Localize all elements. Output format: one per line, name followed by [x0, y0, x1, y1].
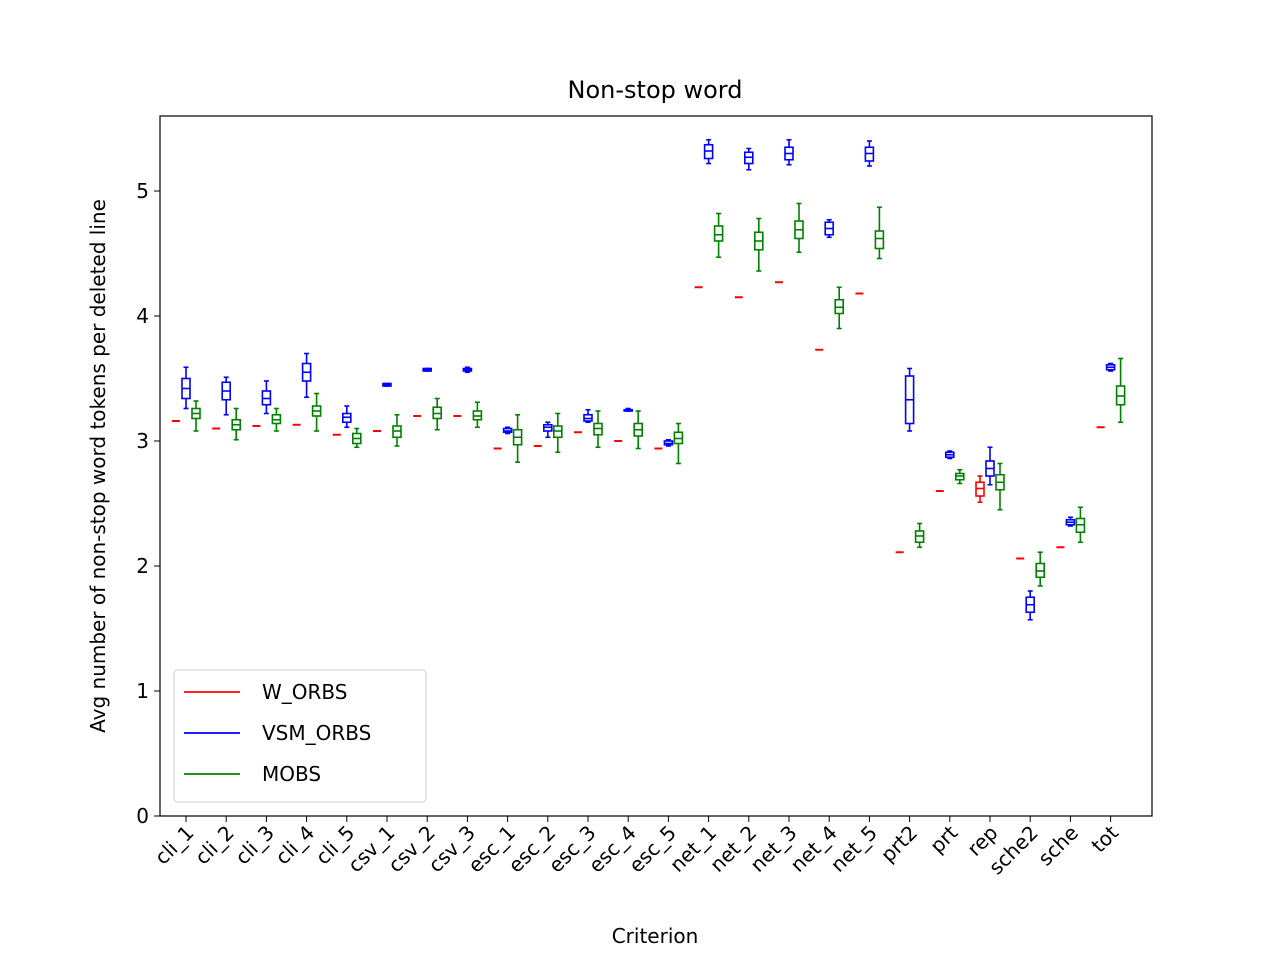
box-VSM_ORBS-sche2 [1025, 590, 1035, 621]
box-VSM_ORBS-csv_1 [382, 382, 392, 387]
y-axis-label: Avg number of non-stop word tokens per d… [86, 199, 110, 733]
box-MOBS-cli_3 [271, 407, 282, 432]
box-MOBS-cli_5 [351, 427, 362, 449]
box-MOBS-sche [1075, 506, 1086, 544]
box-MOBS-cli_1 [191, 400, 201, 432]
box-VSM_ORBS-prt2 [904, 367, 915, 432]
legend-label: W_ORBS [262, 680, 347, 704]
box-body [874, 230, 885, 250]
y-tick-label: 5 [136, 179, 149, 203]
box-VSM_ORBS-cli_3 [261, 380, 272, 415]
box-MOBS-esc_1 [512, 413, 523, 464]
box-MOBS-prt2 [914, 522, 925, 549]
box-MOBS-net_2 [753, 217, 764, 272]
box-VSM_ORBS-net_1 [703, 138, 714, 165]
box-MOBS-net_1 [713, 212, 724, 259]
y-ticks: 0 1 2 3 4 5 [136, 179, 160, 828]
box-MOBS-csv_1 [392, 413, 402, 447]
x-tick-label: cli_2 [190, 821, 239, 870]
box-VSM_ORBS-tot [1105, 362, 1116, 372]
y-tick-label: 1 [136, 679, 149, 703]
box-VSM_ORBS-cli_4 [301, 352, 312, 399]
box-MOBS-cli_4 [311, 392, 322, 432]
box-MOBS-esc_4 [633, 410, 644, 450]
box-MOBS-rep [995, 462, 1005, 511]
box-MOBS-csv_2 [432, 397, 443, 431]
box-MOBS-sche2 [1035, 551, 1045, 587]
box-VSM_ORBS-rep [985, 446, 995, 486]
box-MOBS-net_4 [834, 286, 845, 330]
box-MOBS-cli_2 [231, 407, 241, 441]
chart-title: Non-stop word [568, 76, 743, 104]
box-VSM_ORBS-sche [1065, 516, 1076, 527]
x-tick-label: sche [1033, 821, 1083, 871]
box-VSM_ORBS-esc_1 [502, 426, 513, 435]
box-VSM_ORBS-net_5 [864, 140, 875, 167]
legend: W_ORBS VSM_ORBS MOBS [173, 669, 427, 803]
box-MOBS-prt [954, 468, 965, 485]
plot-marks [172, 138, 1126, 621]
box-MOBS-tot [1115, 357, 1126, 424]
x-tick-label: prt [925, 820, 962, 857]
x-tick-label: cli_1 [150, 821, 199, 870]
legend-label: MOBS [262, 762, 321, 786]
box-MOBS-esc_2 [552, 412, 563, 454]
box-VSM_ORBS-csv_2 [422, 367, 433, 372]
box-MOBS-esc_3 [593, 410, 603, 449]
box-VSM_ORBS-cli_5 [341, 405, 352, 429]
box-MOBS-csv_3 [472, 401, 483, 429]
x-tick-label: esc_5 [624, 821, 681, 878]
box-MOBS-esc_5 [673, 422, 684, 465]
box-MOBS-net_3 [794, 202, 804, 254]
y-tick-label: 2 [136, 554, 149, 578]
x-tick-label: cli_3 [230, 821, 279, 870]
box-VSM_ORBS-esc_2 [542, 421, 553, 439]
box-W_ORBS-rep [975, 475, 985, 504]
box-MOBS-net_5 [874, 206, 885, 260]
box-body [713, 225, 724, 242]
x-axis-label: Criterion [612, 924, 699, 948]
legend-label: VSM_ORBS [262, 721, 371, 745]
box-VSM_ORBS-cli_1 [181, 366, 191, 410]
x-tick-label: cli_4 [270, 821, 319, 870]
box-VSM_ORBS-net_4 [824, 218, 835, 239]
box-VSM_ORBS-net_3 [784, 138, 794, 166]
x-tick-label: tot [1086, 820, 1123, 857]
box-VSM_ORBS-esc_5 [663, 438, 674, 447]
y-tick-label: 3 [136, 429, 149, 453]
box-VSM_ORBS-esc_4 [623, 407, 634, 412]
x-tick-label: net_5 [826, 821, 882, 877]
legend-frame [173, 669, 427, 803]
x-ticks: cli_1cli_2cli_3cli_4cli_5csv_1csv_2csv_3… [150, 816, 1123, 879]
plot-frame [159, 115, 1153, 817]
box-VSM_ORBS-net_2 [743, 147, 754, 171]
y-tick-label: 4 [136, 304, 149, 328]
box-VSM_ORBS-esc_3 [583, 408, 593, 424]
x-tick-label: prt2 [876, 821, 922, 867]
box-VSM_ORBS-prt [944, 450, 955, 460]
box-VSM_ORBS-csv_3 [462, 366, 473, 374]
y-tick-label: 0 [136, 804, 149, 828]
box-VSM_ORBS-cli_2 [221, 376, 231, 416]
